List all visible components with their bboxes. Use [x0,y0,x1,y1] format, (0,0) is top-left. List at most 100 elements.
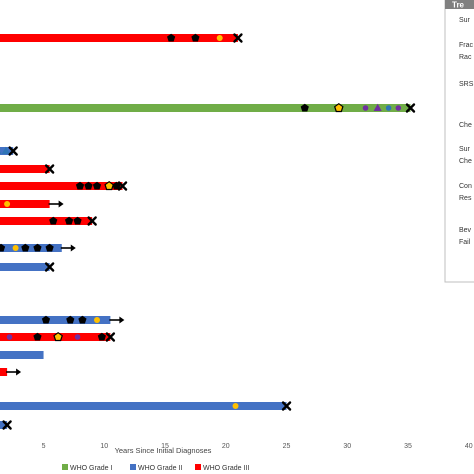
end-x-stroke [44,262,55,272]
end-x-mark [233,33,243,43]
event-pentagon [41,315,51,324]
legend: WHO Grade I WHO Grade II WHO Grade III [62,464,249,472]
legend-swatch [62,464,68,470]
event-dot-yellow [94,317,101,323]
end-x-mark [87,216,97,226]
end-x-mark [2,420,12,430]
legend-label: WHO Grade III [203,465,249,472]
event-pentagon [191,33,200,42]
patient-bar [0,402,287,410]
arrow-head [119,316,125,324]
event-pentagon [78,315,87,324]
panel-entry: Che [459,158,472,165]
patient-bar [0,421,8,429]
patient-bar [0,368,8,376]
event-dot-purple [395,105,402,111]
arrow-head [16,368,22,376]
panel-header-bg [445,0,474,9]
event-dot-purple [6,334,13,340]
end-arrow [48,200,64,208]
end-x-stroke [87,216,97,226]
panel-entry: Sur [459,146,471,153]
patient-bar [0,217,93,225]
panel-entry: Con [459,183,472,190]
end-x-stroke [8,146,18,156]
event-pentagon [300,103,309,112]
x-tick-label: 5 [42,443,46,450]
event-pentagon [167,33,176,42]
end-arrow [109,316,125,324]
end-x-stroke [105,332,116,342]
x-axis-ticks: 5 10 15 20 25 30 35 40 [42,443,473,450]
patient-bar [0,104,411,112]
event-pentagon [33,332,42,341]
patient-bar [0,182,123,190]
event-pentagon [75,181,85,190]
patient-bar [0,316,111,324]
arrow-head [70,244,76,252]
end-x-mark [105,332,116,342]
panel-entry: Rac [459,54,472,61]
event-triangle-purple [373,103,382,112]
treatment-legend-panel: Tre Sur Frac Rac SRS Che Sur Che Con Res Bev Fail [444,0,474,283]
event-triangle-blue [1,146,10,155]
x-tick-label: 15 [161,443,169,450]
legend-swatch [130,464,136,470]
end-x-stroke [405,103,416,113]
end-x-mark [44,164,55,174]
event-dot-yellow [12,245,19,251]
event-pentagon [64,216,74,225]
end-x-stroke [2,420,12,430]
panel-entry: Che [459,122,472,129]
end-x-mark [405,103,416,113]
event-dot-purple [74,334,81,340]
x-tick-label: 25 [283,443,291,450]
patient-bar [0,351,44,359]
event-pentagon [49,216,58,225]
event-pentagon [73,216,82,225]
legend-label: WHO Grade II [138,465,182,472]
x-tick-label: 35 [404,443,412,450]
end-x-stroke [44,164,55,174]
panel-entry: Frac [459,42,474,49]
panel-entry: Res [459,195,472,202]
event-dot-yellow [216,35,223,41]
x-tick-label: 20 [222,443,230,450]
panel-header: Tre [452,1,465,10]
x-tick-label: 40 [465,443,473,450]
event-dot-purple [362,105,369,111]
end-arrow [6,368,22,376]
end-arrow [60,244,76,252]
patient-bar [0,263,50,271]
x-axis-label: Years Since Initial Diagnoses [115,446,212,455]
panel-box [444,0,474,283]
legend-swatch [195,464,201,470]
event-dot-yellow [232,403,239,409]
x-tick-label: 30 [343,443,351,450]
event-pentagon-yellow [104,180,114,191]
panel-entry: Fail [459,239,471,246]
event-pentagon [21,243,30,252]
event-pentagon [84,181,93,190]
bar-layer [0,34,411,429]
patient-bar [0,34,238,42]
end-x-mark [281,401,292,411]
arrow-head [58,200,64,208]
end-x-stroke [117,181,128,191]
marker-layer [0,33,416,430]
event-dot-blue [385,105,392,111]
event-pentagon [0,243,6,252]
end-x-mark [117,181,128,191]
end-x-stroke [233,33,243,43]
event-pentagon-yellow [53,331,63,342]
panel-entry: Sur [459,17,471,24]
panel-entry: SRS [459,81,474,88]
panel-entry: Bev [459,227,472,234]
event-pentagon [45,243,54,252]
event-pentagon [66,315,75,324]
end-x-mark [8,146,18,156]
event-pentagon [92,181,102,190]
legend-label: WHO Grade I [70,465,112,472]
event-dot-yellow [4,201,11,207]
